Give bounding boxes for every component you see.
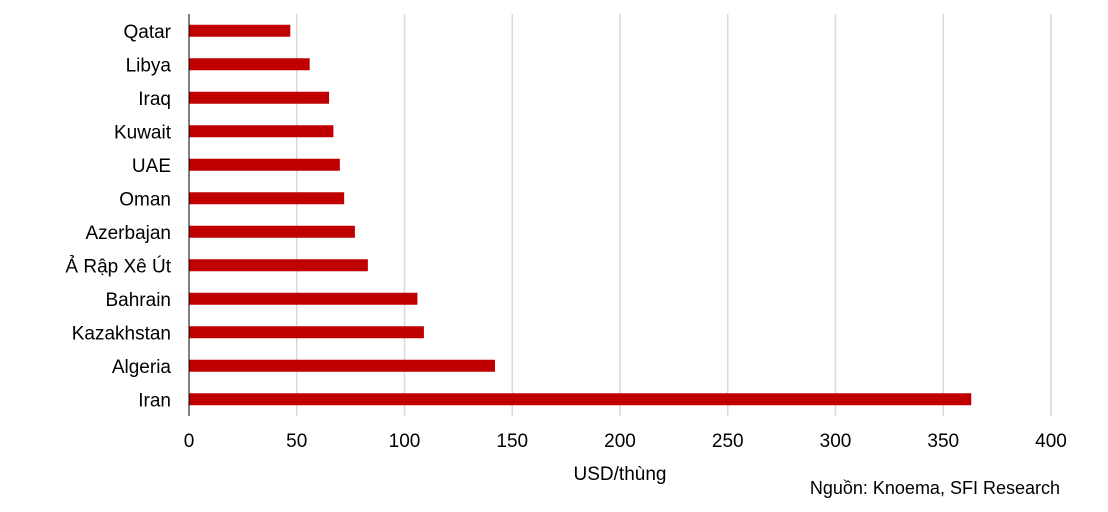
category-label: Qatar [123,22,171,43]
x-tick-labels: 0 50 100 150 200 250 300 350 400 [184,431,1067,452]
bar [189,292,418,305]
bar [189,58,310,71]
category-label: Iran [138,390,171,411]
category-label: Ả Rập Xê Út [65,255,171,277]
x-tick-label: 50 [286,431,307,452]
x-tick-label: 100 [389,431,421,452]
source-note: Nguồn: Knoema, SFI Research [810,478,1060,498]
bar [189,326,424,339]
bar [189,393,972,406]
category-label: Kazakhstan [72,323,171,344]
x-axis-title: USD/thùng [574,464,667,485]
x-tick-label: 300 [820,431,852,452]
bars [189,24,972,406]
bar [189,259,368,272]
category-label: Azerbajan [85,223,171,244]
category-labels: Qatar Libya Iraq Kuwait UAE Oman Azerbajan Ả Rậ… [65,22,171,412]
bar [189,158,340,171]
x-tick-label: 0 [184,431,195,452]
category-label: Iraq [138,89,171,110]
category-label: Bahrain [106,290,172,311]
bar [189,225,355,238]
x-tick-label: 400 [1035,431,1067,452]
x-tick-label: 150 [496,431,528,452]
bar [189,359,496,372]
category-label: Algeria [112,357,172,378]
x-tick-label: 200 [604,431,636,452]
gridlines [296,14,1052,416]
category-label: Kuwait [114,122,172,143]
bar [189,24,291,37]
category-label: Oman [119,189,171,210]
category-label: UAE [132,156,171,177]
bar [189,91,330,104]
bar [189,192,345,205]
x-tick-label: 250 [712,431,744,452]
bar [189,125,334,138]
x-tick-label: 350 [927,431,959,452]
category-label: Libya [126,55,172,76]
